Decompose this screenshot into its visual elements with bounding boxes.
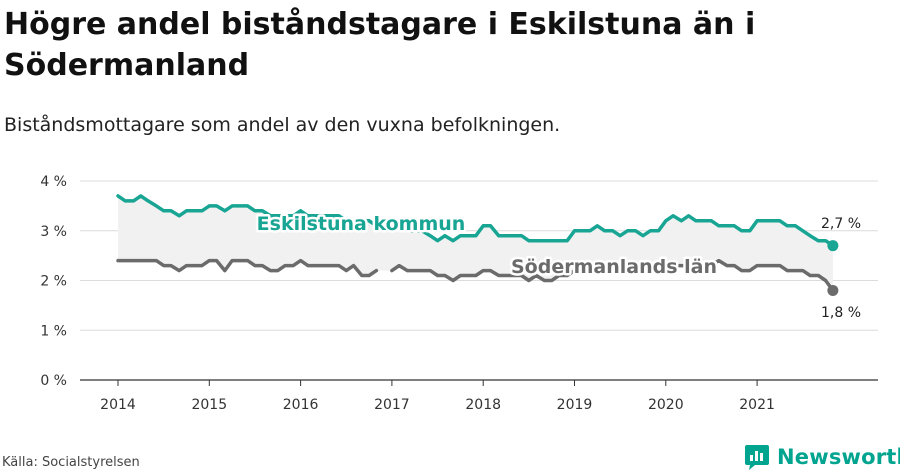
y-tick-label: 0 % — [40, 373, 67, 389]
difference-area — [118, 195, 833, 291]
end-label-eskilstuna: 2,7 % — [821, 216, 861, 232]
x-tick-label: 2014 — [100, 397, 136, 413]
end-marker-eskilstuna — [827, 240, 839, 252]
source-note: Källa: Socialstyrelsen — [2, 455, 140, 470]
x-tick-label: 2021 — [739, 397, 775, 413]
y-tick-label: 3 % — [40, 224, 67, 240]
chart-title: Högre andel biståndstagare i Eskilstuna … — [4, 7, 756, 83]
x-tick-label: 2018 — [465, 397, 501, 413]
newsworthy-logo-icon — [745, 445, 769, 470]
x-tick-label: 2019 — [557, 397, 593, 413]
chart-subtitle: Biståndsmottagare som andel av den vuxna… — [4, 114, 561, 136]
series-label-sodermanland: Södermanlands län — [511, 256, 717, 278]
x-tick-label: 2016 — [283, 397, 319, 413]
series-line-sodermanland — [116, 258, 835, 293]
y-tick-label: 4 % — [40, 174, 67, 190]
line-chart: 0 % 1 % 2 % 3 % 4 % 2014 2015 2016 2017 2018 2019 2… — [40, 174, 878, 413]
x-tick-label: 2020 — [648, 397, 684, 413]
end-label-sodermanland: 1,8 % — [821, 305, 861, 321]
brand-name: Newsworthy — [777, 445, 900, 469]
x-tick-label: 2017 — [374, 397, 410, 413]
x-tick-label: 2015 — [191, 397, 227, 413]
y-tick-label: 2 % — [40, 274, 67, 290]
series-label-eskilstuna: Eskilstuna kommun — [257, 213, 466, 235]
brand-logo[interactable]: Newsworthy — [744, 442, 900, 472]
series-line-eskilstuna — [116, 194, 835, 248]
y-tick-label: 1 % — [40, 323, 67, 339]
end-marker-sodermanland — [827, 284, 839, 296]
